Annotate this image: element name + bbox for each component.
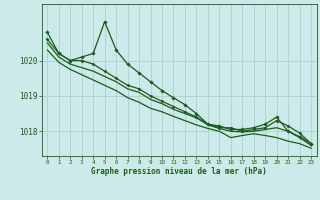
X-axis label: Graphe pression niveau de la mer (hPa): Graphe pression niveau de la mer (hPa) (91, 167, 267, 176)
